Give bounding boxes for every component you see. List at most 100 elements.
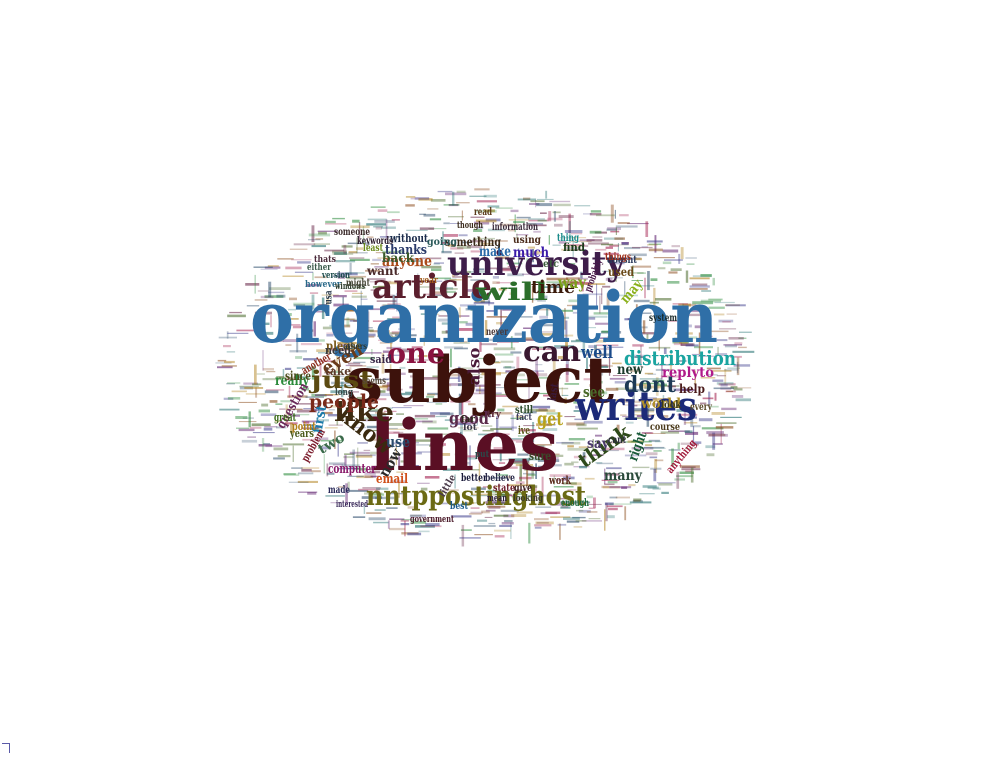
word-many: many xyxy=(604,468,643,484)
word-doesnt: doesnt xyxy=(607,255,637,266)
word-ive: ive xyxy=(518,424,530,437)
word-dont: dont xyxy=(624,372,677,398)
word-believe: believe xyxy=(485,473,515,484)
word-something: something xyxy=(445,235,501,249)
word-nntppostinghost: nntppostinghost xyxy=(366,481,586,512)
word-read: read xyxy=(474,207,492,218)
word-made: made xyxy=(328,485,350,496)
word-years: years xyxy=(289,427,314,440)
word-new: new xyxy=(617,362,644,378)
word-back: back xyxy=(382,251,415,265)
word-give: give xyxy=(514,483,532,494)
word-thats: thats xyxy=(314,255,336,265)
word-never: never xyxy=(486,327,509,338)
word-last: last xyxy=(545,382,561,403)
word-said: said xyxy=(370,353,392,366)
word-looking: looking xyxy=(513,494,544,504)
word-email: email xyxy=(376,472,408,487)
word-take: take xyxy=(325,365,351,378)
word-things: things xyxy=(605,252,631,263)
word-just: just xyxy=(309,365,373,394)
word-though: though xyxy=(457,221,483,231)
word-seems: seems xyxy=(362,376,386,387)
word-state: state xyxy=(493,483,515,494)
word-also: also xyxy=(465,347,484,385)
word-version: version xyxy=(321,271,350,281)
word-want: want xyxy=(366,264,399,278)
word-see: see xyxy=(583,383,605,401)
word-enough: enough xyxy=(561,498,589,509)
word-lines: lines xyxy=(369,404,559,487)
word-long: long xyxy=(335,388,354,398)
word-use: use xyxy=(386,433,410,451)
word-anyone: anyone xyxy=(382,252,432,270)
word-using: using xyxy=(513,235,541,246)
word-better: better xyxy=(461,473,488,484)
word-need: need xyxy=(325,344,351,357)
word-others: others xyxy=(343,341,367,351)
word-much: much xyxy=(513,245,549,261)
word-people: people xyxy=(309,391,379,413)
word-work: work xyxy=(548,474,571,487)
word-way: way xyxy=(557,273,586,292)
word-going: going xyxy=(427,237,457,248)
word-put: put xyxy=(475,450,490,460)
word-university: university xyxy=(447,244,626,284)
word-least: least xyxy=(363,243,383,254)
word-look: look xyxy=(661,400,682,411)
word-thanks: thanks xyxy=(385,243,427,258)
word-every: every xyxy=(690,402,713,413)
word-replyto: replyto xyxy=(662,365,714,381)
word-someone: someone xyxy=(334,227,370,238)
word-usa: usa xyxy=(324,290,335,304)
word-make: make xyxy=(479,244,511,260)
word-mean: mean xyxy=(487,494,507,504)
word-computer: computer xyxy=(328,462,376,477)
word-will: will xyxy=(475,277,548,306)
word-since: since xyxy=(285,369,311,383)
word-best: best xyxy=(450,501,468,512)
word-thing: thing xyxy=(557,233,579,244)
word-year: year xyxy=(419,276,438,286)
word-get: get xyxy=(537,408,563,430)
word-can: can xyxy=(523,335,581,368)
word-windows: windows xyxy=(334,282,365,292)
word-course: course xyxy=(650,422,680,433)
word-lot: lot xyxy=(463,423,478,433)
word-great: great xyxy=(274,411,297,424)
word-good: good xyxy=(449,409,489,429)
word-fact: fact xyxy=(516,413,533,423)
word-still: still xyxy=(515,405,533,416)
word-one: one xyxy=(387,337,445,370)
word-article: article xyxy=(372,267,492,307)
word-say: say xyxy=(587,436,610,452)
word-information: information xyxy=(492,222,538,233)
word-far: far xyxy=(461,415,475,425)
word-find: find xyxy=(563,241,585,254)
word-organization: organization xyxy=(250,276,718,359)
word-writes: writes xyxy=(574,383,697,430)
word-government: government xyxy=(410,515,455,525)
corner-bracket-icon xyxy=(2,743,10,753)
word-subject: subject xyxy=(346,343,614,418)
word-used: used xyxy=(608,265,634,279)
word-first: first xyxy=(310,404,331,435)
word-try: try xyxy=(487,410,502,420)
word-like: like xyxy=(334,398,394,428)
word-please: please xyxy=(326,339,362,353)
word-might: might xyxy=(346,278,370,289)
word-system: system xyxy=(649,313,677,324)
word-keywords: keywords xyxy=(357,236,393,247)
word-without: without xyxy=(389,232,429,245)
word-help: help xyxy=(679,382,705,396)
filler-words xyxy=(215,188,755,547)
word-world: world xyxy=(640,396,681,412)
word-well: well xyxy=(580,343,613,363)
word-interested: interested xyxy=(336,500,368,510)
word-distribution: distribution xyxy=(624,346,736,370)
word-etc: etc xyxy=(543,259,559,270)
word-either: either xyxy=(307,263,331,273)
word-really: really xyxy=(275,373,310,389)
